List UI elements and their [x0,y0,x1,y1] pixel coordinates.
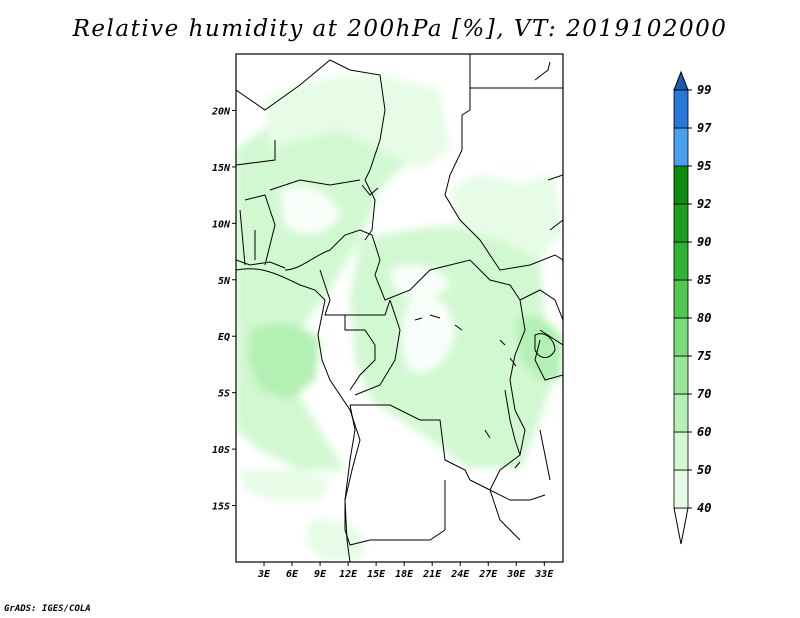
lon-tick-label: 18E [395,569,414,580]
border-east-africa [519,289,563,381]
river-marks [414,314,521,469]
colorbar-label: 70 [697,387,711,401]
colorbar-label: 85 [697,273,711,287]
colorbar-segment [673,203,689,243]
longitude-axis: 3E 6E 9E 12E 15E 18E 21E 24E 27E 30E 33E [257,562,554,580]
border-zambia [444,479,546,541]
dry-patch-nw [280,186,340,234]
colorbar-label: 50 [697,463,711,477]
lat-tick-label: EQ [218,332,230,343]
dry-region-north [440,60,563,185]
lon-tick-label: 27E [478,569,498,580]
lake-victoria [534,333,556,358]
lon-tick-label: 3E [257,569,271,580]
lat-tick-label: 20N [211,106,231,117]
lon-tick-label: 21E [422,569,442,580]
latitude-axis: 20N 15N 10N 5N EQ 5S 10S 15S [211,106,236,513]
dry-region-south [350,470,563,562]
humidity-region-east [450,164,563,260]
border-horn [547,174,563,231]
lat-tick-label: 5S [218,389,230,400]
border-congo [344,299,401,396]
colorbar-segment [673,165,689,205]
lon-tick-label: 9E [314,569,327,580]
lon-tick-label: 33E [534,569,554,580]
humidity-region-coast [248,323,320,400]
colorbar-segment [673,89,689,129]
nile-marks [361,184,379,196]
border-sudan-ss [459,219,563,271]
humidity-region-southwest [240,470,330,500]
border-nigeria-cameroon [284,229,373,271]
colorbar-segment [673,279,689,319]
colorbar-segment [673,469,689,509]
colorbar-segment [673,355,689,395]
border-niger-nigeria [269,179,361,191]
colorbar-label: 99 [697,83,711,97]
coastline-atlantic [236,268,361,562]
border-libya-sudan [444,54,471,221]
colorbar-segment [673,393,689,433]
border-west-african [236,140,276,266]
lon-tick-label: 24E [450,569,470,580]
border-angola [344,404,471,546]
red-sea-coast [534,61,551,81]
lat-tick-label: 15N [212,163,231,174]
border-chad-west [364,179,376,241]
dry-patch-ne [390,265,450,297]
grads-credit: GrADS: IGES/COLA [4,604,91,614]
border-car [371,234,521,301]
lat-tick-label: 5N [218,276,231,287]
colorbar-label: 97 [697,121,712,135]
colorbar-label: 95 [697,159,711,173]
colorbar-top-triangle [673,70,689,91]
lake-tanganyika [504,389,521,456]
colorbar-label: 60 [697,425,711,439]
lon-tick-label: 30E [506,569,526,580]
humidity-region-south [305,518,370,560]
colorbar-label: 92 [697,197,711,211]
coastline-gulf [236,259,286,269]
dry-patch-central [401,296,455,373]
colorbar-label: 90 [697,235,711,249]
lake-malawi [539,429,551,481]
lat-tick-label: 15S [212,502,230,513]
plot-frame [235,53,564,563]
lon-tick-label: 15E [367,569,386,580]
humidity-field [236,60,563,562]
humidity-region-lake [515,316,563,380]
map-title: Relative humidity at 200hPa [%], VT: 201… [72,16,728,42]
lon-tick-label: 12E [339,569,358,580]
colorbar-segment [673,317,689,357]
colorbar-segment [673,127,689,167]
colorbar-label: 40 [697,501,711,515]
colorbar: 40 50 60 70 75 80 85 90 92 95 97 99 [673,70,712,545]
border-cameroon-south [319,269,391,316]
lon-tick-label: 6E [286,569,299,580]
border-drc-east [489,299,526,491]
lat-tick-label: 10S [212,445,230,456]
colorbar-bottom-triangle [673,507,689,545]
colorbar-segment [673,431,689,471]
humidity-region-north [265,75,450,170]
colorbar-segment [673,241,689,281]
country-borders [236,54,563,562]
lat-tick-label: 10N [212,219,231,230]
colorbar-label: 75 [697,349,711,363]
colorbar-label: 80 [697,311,711,325]
border-sahara [236,59,386,181]
